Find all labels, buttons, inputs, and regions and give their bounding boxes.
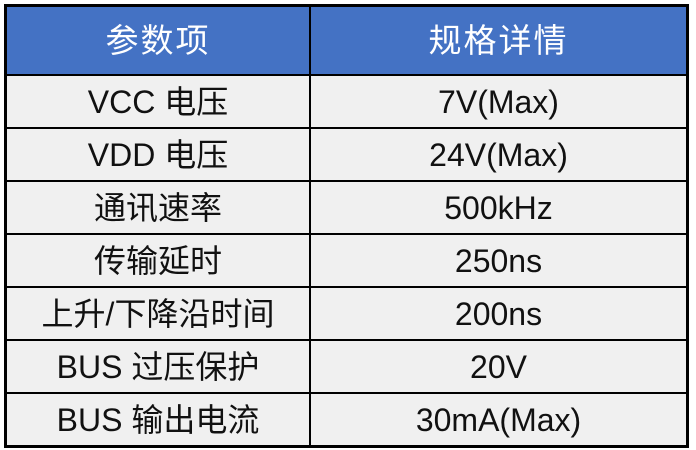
- param-cell: 通讯速率: [7, 182, 309, 233]
- value-cell: 500kHz: [311, 182, 686, 233]
- table-row: VCC 电压 7V(Max): [7, 76, 686, 127]
- value-cell: 24V(Max): [311, 129, 686, 180]
- column-header-param: 参数项: [7, 7, 309, 74]
- value-cell: 250ns: [311, 235, 686, 286]
- table-header-row: 参数项 规格详情: [7, 7, 686, 74]
- table-row: 传输延时 250ns: [7, 235, 686, 286]
- param-cell: VCC 电压: [7, 76, 309, 127]
- param-cell: BUS 输出电流: [7, 394, 309, 445]
- param-cell: BUS 过压保护: [7, 341, 309, 392]
- value-cell: 200ns: [311, 288, 686, 339]
- param-cell: VDD 电压: [7, 129, 309, 180]
- spec-table: 参数项 规格详情 VCC 电压 7V(Max) VDD 电压 24V(Max) …: [4, 4, 689, 448]
- table-row: BUS 过压保护 20V: [7, 341, 686, 392]
- table-row: 通讯速率 500kHz: [7, 182, 686, 233]
- value-cell: 30mA(Max): [311, 394, 686, 445]
- value-cell: 7V(Max): [311, 76, 686, 127]
- table-row: 上升/下降沿时间 200ns: [7, 288, 686, 339]
- param-cell: 上升/下降沿时间: [7, 288, 309, 339]
- table-row: VDD 电压 24V(Max): [7, 129, 686, 180]
- column-header-spec: 规格详情: [311, 7, 686, 74]
- table-row: BUS 输出电流 30mA(Max): [7, 394, 686, 445]
- param-cell: 传输延时: [7, 235, 309, 286]
- value-cell: 20V: [311, 341, 686, 392]
